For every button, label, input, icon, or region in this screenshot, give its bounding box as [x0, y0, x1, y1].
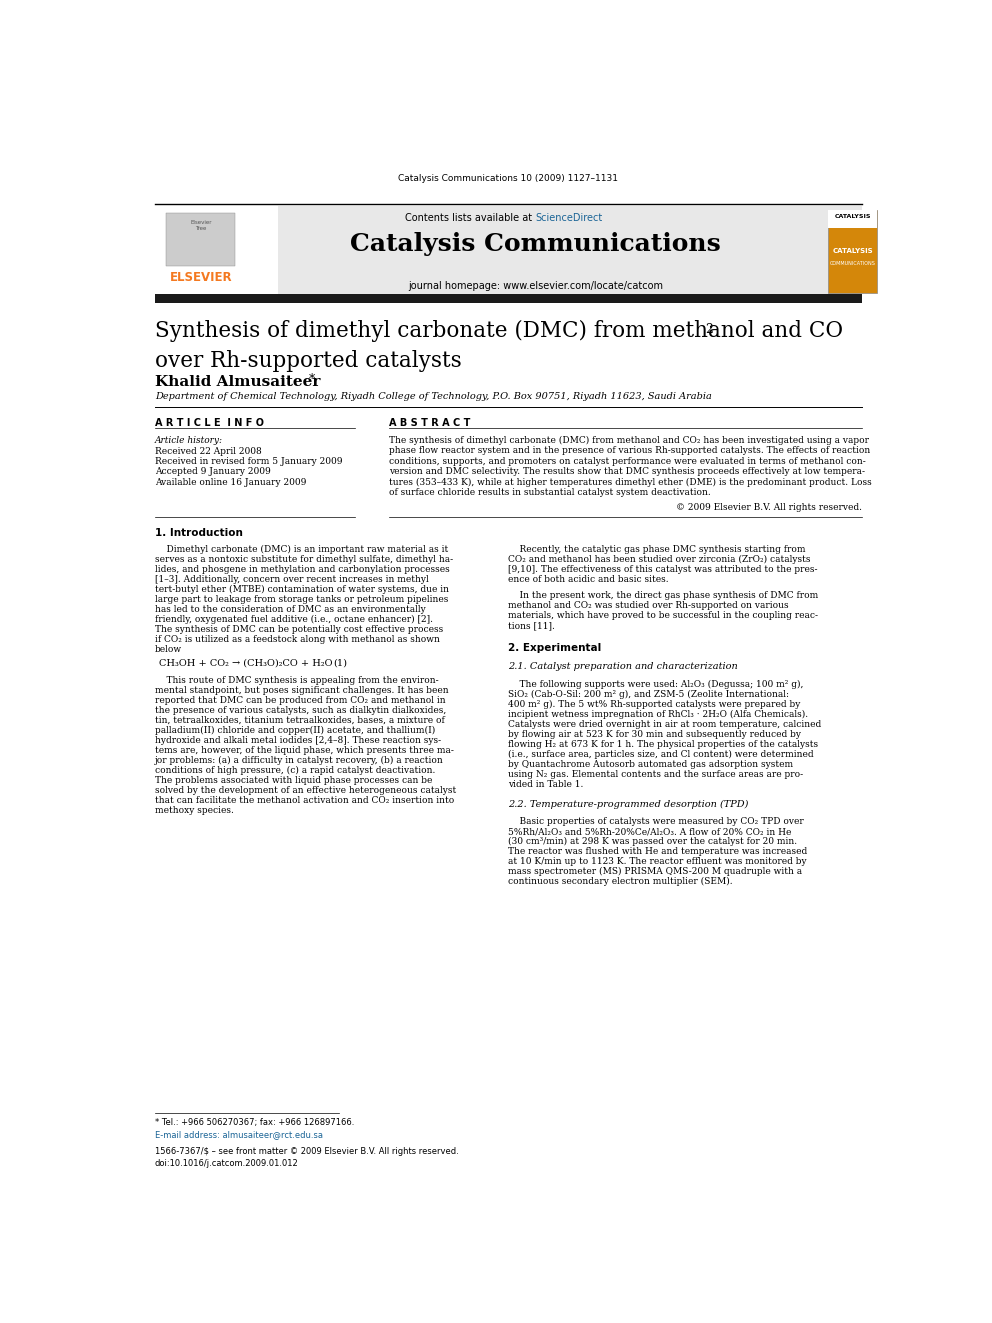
Text: Accepted 9 January 2009: Accepted 9 January 2009	[155, 467, 271, 476]
Text: below: below	[155, 644, 182, 654]
FancyBboxPatch shape	[167, 213, 235, 266]
Text: © 2009 Elsevier B.V. All rights reserved.: © 2009 Elsevier B.V. All rights reserved…	[677, 503, 862, 512]
Text: if CO₂ is utilized as a feedstock along with methanol as shown: if CO₂ is utilized as a feedstock along …	[155, 635, 439, 644]
FancyBboxPatch shape	[155, 205, 862, 295]
Text: CATALYSIS: CATALYSIS	[834, 214, 871, 218]
FancyBboxPatch shape	[155, 205, 278, 295]
Text: (30 cm³/min) at 298 K was passed over the catalyst for 20 min.: (30 cm³/min) at 298 K was passed over th…	[509, 837, 798, 847]
Text: jor problems: (a) a difficulty in catalyst recovery, (b) a reaction: jor problems: (a) a difficulty in cataly…	[155, 755, 443, 765]
Text: conditions, supports, and promoters on catalyst performance were evaluated in te: conditions, supports, and promoters on c…	[389, 456, 866, 466]
Text: ence of both acidic and basic sites.: ence of both acidic and basic sites.	[509, 574, 669, 583]
Text: Received in revised form 5 January 2009: Received in revised form 5 January 2009	[155, 458, 342, 466]
Text: Received 22 April 2008: Received 22 April 2008	[155, 447, 262, 456]
Text: large part to leakage from storage tanks or petroleum pipelines: large part to leakage from storage tanks…	[155, 595, 448, 603]
Text: 1. Introduction: 1. Introduction	[155, 528, 243, 537]
Text: methanol and CO₂ was studied over Rh-supported on various: methanol and CO₂ was studied over Rh-sup…	[509, 601, 789, 610]
Text: [9,10]. The effectiveness of this catalyst was attributed to the pres-: [9,10]. The effectiveness of this cataly…	[509, 565, 817, 574]
Text: 2.1. Catalyst preparation and characterization: 2.1. Catalyst preparation and characteri…	[509, 663, 738, 671]
Text: Synthesis of dimethyl carbonate (DMC) from methanol and CO: Synthesis of dimethyl carbonate (DMC) fr…	[155, 320, 843, 341]
Text: Basic properties of catalysts were measured by CO₂ TPD over: Basic properties of catalysts were measu…	[509, 818, 805, 826]
Text: that can facilitate the methanol activation and CO₂ insertion into: that can facilitate the methanol activat…	[155, 796, 454, 804]
Text: 2. Experimental: 2. Experimental	[509, 643, 602, 654]
Text: COMMUNICATIONS: COMMUNICATIONS	[830, 261, 876, 266]
Text: Contents lists available at: Contents lists available at	[405, 213, 536, 222]
Text: incipient wetness impregnation of RhCl₃ · 2H₂O (Alfa Chemicals).: incipient wetness impregnation of RhCl₃ …	[509, 709, 808, 718]
Text: mental standpoint, but poses significant challenges. It has been: mental standpoint, but poses significant…	[155, 687, 448, 695]
Text: Dimethyl carbonate (DMC) is an important raw material as it: Dimethyl carbonate (DMC) is an important…	[155, 545, 448, 554]
Text: of surface chloride results in substantial catalyst system deactivation.: of surface chloride results in substanti…	[389, 488, 711, 497]
Text: A B S T R A C T: A B S T R A C T	[389, 418, 470, 427]
Text: In the present work, the direct gas phase synthesis of DMC from: In the present work, the direct gas phas…	[509, 591, 818, 599]
Text: Catalysts were dried overnight in air at room temperature, calcined: Catalysts were dried overnight in air at…	[509, 720, 821, 729]
Text: mass spectrometer (MS) PRISMA QMS-200 M quadruple with a: mass spectrometer (MS) PRISMA QMS-200 M …	[509, 867, 803, 876]
Text: serves as a nontoxic substitute for dimethyl sulfate, dimethyl ha-: serves as a nontoxic substitute for dime…	[155, 554, 453, 564]
Text: friendly, oxygenated fuel additive (i.e., octane enhancer) [2].: friendly, oxygenated fuel additive (i.e.…	[155, 615, 433, 624]
Text: CATALYSIS: CATALYSIS	[832, 249, 873, 254]
Text: vided in Table 1.: vided in Table 1.	[509, 779, 583, 789]
Text: ELSEVIER: ELSEVIER	[170, 271, 232, 284]
FancyBboxPatch shape	[155, 294, 862, 303]
Text: continuous secondary electron multiplier (SEM).: continuous secondary electron multiplier…	[509, 877, 733, 886]
Text: Department of Chemical Technology, Riyadh College of Technology, P.O. Box 90751,: Department of Chemical Technology, Riyad…	[155, 392, 711, 401]
Text: at 10 K/min up to 1123 K. The reactor effluent was monitored by: at 10 K/min up to 1123 K. The reactor ef…	[509, 857, 807, 867]
Text: CH₃OH + CO₂ → (CH₃O)₂CO + H₂O: CH₃OH + CO₂ → (CH₃O)₂CO + H₂O	[159, 659, 332, 668]
FancyBboxPatch shape	[828, 209, 878, 294]
Text: doi:10.1016/j.catcom.2009.01.012: doi:10.1016/j.catcom.2009.01.012	[155, 1159, 299, 1168]
Text: over Rh-supported catalysts: over Rh-supported catalysts	[155, 351, 461, 372]
Text: 1566-7367/$ – see front matter © 2009 Elsevier B.V. All rights reserved.: 1566-7367/$ – see front matter © 2009 El…	[155, 1147, 458, 1156]
Text: flowing H₂ at 673 K for 1 h. The physical properties of the catalysts: flowing H₂ at 673 K for 1 h. The physica…	[509, 740, 818, 749]
Text: methoxy species.: methoxy species.	[155, 806, 234, 815]
Text: Elsevier
Tree: Elsevier Tree	[190, 220, 211, 230]
Text: * Tel.: +966 506270367; fax: +966 126897166.: * Tel.: +966 506270367; fax: +966 126897…	[155, 1118, 354, 1127]
Text: A R T I C L E  I N F O: A R T I C L E I N F O	[155, 418, 264, 427]
Text: This route of DMC synthesis is appealing from the environ-: This route of DMC synthesis is appealing…	[155, 676, 438, 685]
Text: Article history:: Article history:	[155, 435, 223, 445]
Text: The synthesis of dimethyl carbonate (DMC) from methanol and CO₂ has been investi: The synthesis of dimethyl carbonate (DMC…	[389, 435, 869, 445]
Text: by Quantachrome Autosorb automated gas adsorption system: by Quantachrome Autosorb automated gas a…	[509, 759, 794, 769]
Text: materials, which have proved to be successful in the coupling reac-: materials, which have proved to be succe…	[509, 611, 818, 620]
FancyBboxPatch shape	[828, 209, 878, 228]
Text: ScienceDirect: ScienceDirect	[536, 213, 602, 222]
Text: Recently, the catalytic gas phase DMC synthesis starting from: Recently, the catalytic gas phase DMC sy…	[509, 545, 806, 554]
Text: version and DMC selectivity. The results show that DMC synthesis proceeds effect: version and DMC selectivity. The results…	[389, 467, 865, 476]
Text: the presence of various catalysts, such as dialkytin dialkoxides,: the presence of various catalysts, such …	[155, 706, 446, 714]
Text: The reactor was flushed with He and temperature was increased: The reactor was flushed with He and temp…	[509, 847, 807, 856]
Text: tert-butyl ether (MTBE) contamination of water systems, due in: tert-butyl ether (MTBE) contamination of…	[155, 585, 448, 594]
Text: tures (353–433 K), while at higher temperatures dimethyl ether (DME) is the pred: tures (353–433 K), while at higher tempe…	[389, 478, 872, 487]
Text: 400 m² g). The 5 wt% Rh-supported catalysts were prepared by: 400 m² g). The 5 wt% Rh-supported cataly…	[509, 700, 801, 709]
Text: by flowing air at 523 K for 30 min and subsequently reduced by: by flowing air at 523 K for 30 min and s…	[509, 730, 802, 738]
Text: hydroxide and alkali metal iodides [2,4–8]. These reaction sys-: hydroxide and alkali metal iodides [2,4–…	[155, 736, 440, 745]
Text: Catalysis Communications: Catalysis Communications	[350, 232, 720, 257]
Text: Khalid Almusaiteer: Khalid Almusaiteer	[155, 374, 320, 389]
Text: reported that DMC can be produced from CO₂ and methanol in: reported that DMC can be produced from C…	[155, 696, 445, 705]
Text: SiO₂ (Cab-O-Sil: 200 m² g), and ZSM-5 (Zeolite International:: SiO₂ (Cab-O-Sil: 200 m² g), and ZSM-5 (Z…	[509, 689, 790, 699]
Text: CO₂ and methanol has been studied over zirconia (ZrO₂) catalysts: CO₂ and methanol has been studied over z…	[509, 554, 810, 564]
Text: (1): (1)	[333, 659, 347, 668]
Text: E-mail address: almusaiteer@rct.edu.sa: E-mail address: almusaiteer@rct.edu.sa	[155, 1131, 322, 1139]
Text: Available online 16 January 2009: Available online 16 January 2009	[155, 478, 307, 487]
Text: [1–3]. Additionally, concern over recent increases in methyl: [1–3]. Additionally, concern over recent…	[155, 574, 429, 583]
Text: tems are, however, of the liquid phase, which presents three ma-: tems are, however, of the liquid phase, …	[155, 746, 453, 755]
Text: The problems associated with liquid phase processes can be: The problems associated with liquid phas…	[155, 775, 433, 785]
Text: lides, and phosgene in methylation and carbonylation processes: lides, and phosgene in methylation and c…	[155, 565, 449, 574]
Text: The following supports were used: Al₂O₃ (Degussa; 100 m² g),: The following supports were used: Al₂O₃ …	[509, 680, 804, 689]
Text: solved by the development of an effective heterogeneous catalyst: solved by the development of an effectiv…	[155, 786, 456, 795]
Text: tin, tetraalkoxides, titanium tetraalkoxides, bases, a mixture of: tin, tetraalkoxides, titanium tetraalkox…	[155, 716, 444, 725]
Text: has led to the consideration of DMC as an environmentally: has led to the consideration of DMC as a…	[155, 605, 426, 614]
Text: tions [11].: tions [11].	[509, 620, 556, 630]
Text: The synthesis of DMC can be potentially cost effective process: The synthesis of DMC can be potentially …	[155, 624, 443, 634]
Text: palladium(II) chloride and copper(II) acetate, and thallium(I): palladium(II) chloride and copper(II) ac…	[155, 726, 435, 736]
Text: (i.e., surface area, particles size, and Cl content) were determined: (i.e., surface area, particles size, and…	[509, 750, 814, 758]
Text: phase flow reactor system and in the presence of various Rh-supported catalysts.: phase flow reactor system and in the pre…	[389, 446, 871, 455]
Text: 5%Rh/Al₂O₃ and 5%Rh-20%Ce/Al₂O₃. A flow of 20% CO₂ in He: 5%Rh/Al₂O₃ and 5%Rh-20%Ce/Al₂O₃. A flow …	[509, 827, 792, 836]
Text: using N₂ gas. Elemental contents and the surface areas are pro-: using N₂ gas. Elemental contents and the…	[509, 770, 804, 778]
Text: *: *	[310, 373, 315, 386]
Text: journal homepage: www.elsevier.com/locate/catcom: journal homepage: www.elsevier.com/locat…	[408, 280, 663, 291]
Text: conditions of high pressure, (c) a rapid catalyst deactivation.: conditions of high pressure, (c) a rapid…	[155, 766, 435, 775]
Text: 2: 2	[705, 323, 713, 336]
Text: 2.2. Temperature-programmed desorption (TPD): 2.2. Temperature-programmed desorption (…	[509, 799, 749, 808]
Text: Catalysis Communications 10 (2009) 1127–1131: Catalysis Communications 10 (2009) 1127–…	[399, 175, 618, 183]
